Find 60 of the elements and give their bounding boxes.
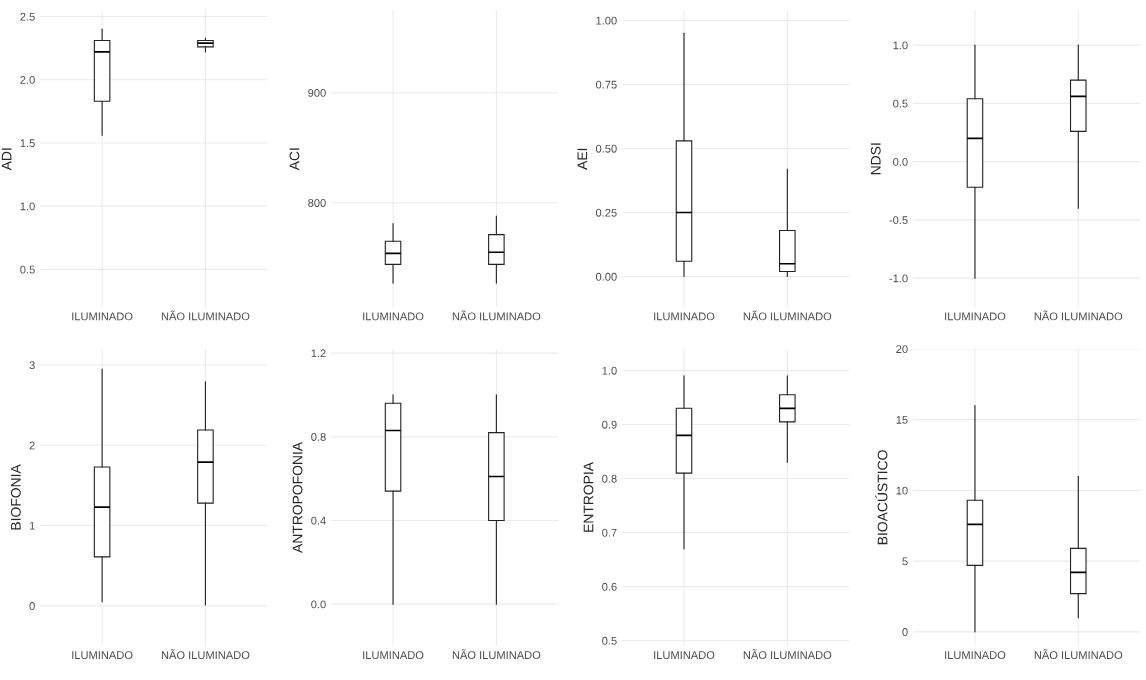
y-tick-label: 15 [896, 416, 908, 424]
x-tick-label: ILUMINADO [72, 651, 133, 660]
y-axis-title: AEI [577, 148, 588, 170]
y-tick-label: 0.7 [602, 528, 617, 537]
x-tick-label: NÃO ILUMINADO [1034, 310, 1123, 321]
y-tick-label: 0.4 [311, 516, 326, 525]
y-tick-label: 0.25 [595, 208, 617, 217]
x-tick-label: NÃO ILUMINADO [452, 649, 541, 660]
y-axis-title: BIOFONIA [10, 464, 21, 530]
y-tick-label: 0.8 [602, 474, 617, 483]
y-tick-label: 0.50 [595, 144, 617, 153]
x-tick-label: ILUMINADO [363, 312, 424, 321]
y-tick-label: 2.0 [20, 76, 35, 84]
y-axis-title: ADI [1, 148, 12, 171]
y-tick-label: 1.0 [893, 41, 908, 50]
y-tick-label: 800 [308, 199, 326, 207]
y-tick-label: 0.5 [893, 99, 908, 108]
x-tick-label: NÃO ILUMINADO [161, 649, 250, 660]
y-tick-label: 1.00 [596, 16, 617, 25]
y-tick-label: 900 [308, 89, 326, 97]
x-tick-label: ILUMINADO [72, 312, 133, 321]
y-tick-label: 0 [29, 602, 35, 610]
y-tick-label: -1.0 [889, 274, 908, 283]
y-tick-label: 0.9 [602, 420, 617, 429]
y-axis-title: BIOACÚSTICO [875, 450, 888, 545]
y-tick-label: 20 [896, 345, 908, 354]
y-tick-label: 1.5 [20, 139, 35, 148]
x-tick-label: ILUMINADO [945, 312, 1006, 321]
x-tick-label: ILUMINADO [654, 651, 715, 660]
x-tick-label: ILUMINADO [945, 651, 1006, 660]
x-tick-label: NÃO ILUMINADO [743, 310, 832, 321]
y-tick-label: 0.75 [595, 80, 617, 89]
y-tick-label: 10 [896, 486, 908, 495]
y-tick-label: 1.0 [20, 202, 35, 211]
y-axis-title: NDSI [870, 143, 881, 175]
y-tick-label: 0.0 [893, 157, 908, 166]
y-tick-label: 0.8 [311, 433, 326, 441]
y-tick-label: 1 [29, 521, 35, 530]
y-tick-label: 0.5 [20, 265, 35, 274]
y-axis-title: ANTROPOFONIA [292, 441, 303, 553]
y-tick-label: 0 [902, 628, 908, 636]
x-tick-label: ILUMINADO [363, 651, 424, 660]
y-tick-label: 2.5 [20, 12, 35, 21]
y-tick-label: 0.5 [602, 636, 617, 645]
y-tick-label: 5 [902, 557, 908, 566]
x-tick-label: ILUMINADO [654, 312, 715, 321]
x-tick-label: NÃO ILUMINADO [452, 310, 541, 321]
y-tick-label: 0.6 [602, 582, 617, 591]
y-tick-label: 0.0 [311, 600, 326, 609]
x-tick-label: NÃO ILUMINADO [161, 310, 250, 321]
y-tick-label: -0.5 [889, 216, 908, 225]
y-tick-label: 0.00 [595, 272, 617, 281]
y-tick-label: 3 [29, 361, 35, 370]
x-tick-label: NÃO ILUMINADO [743, 649, 832, 660]
y-tick-label: 1.2 [311, 349, 326, 358]
y-axis-title: ENTROPIA [583, 461, 594, 532]
y-axis-title: ACI [289, 148, 300, 171]
y-tick-label: 1.0 [602, 366, 617, 375]
x-tick-label: NÃO ILUMINADO [1034, 649, 1123, 660]
y-tick-label: 2 [29, 441, 35, 450]
